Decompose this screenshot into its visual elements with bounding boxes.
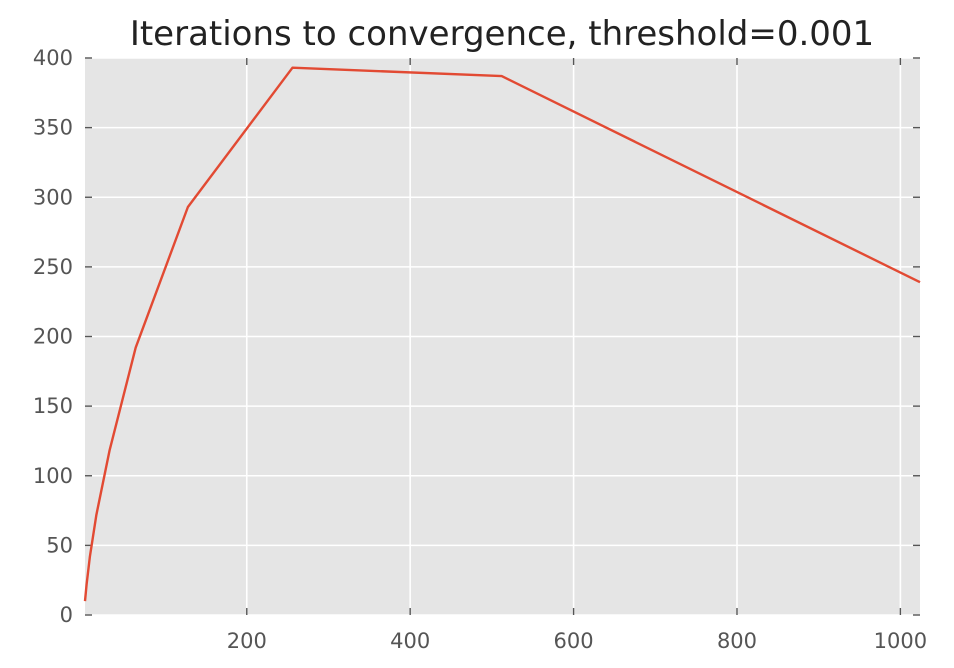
x-tick-label: 600 [554, 629, 594, 653]
y-tick-label: 250 [33, 255, 73, 279]
tick-labels: 200 400 600 800 1000 0 50 100 150 200 250 300 350 400 [33, 46, 927, 653]
x-tick-label: 400 [390, 629, 430, 653]
y-tick-label: 150 [33, 394, 73, 418]
chart-title: Iterations to convergence, threshold=0.0… [130, 14, 874, 54]
series-layer [83, 66, 921, 602]
y-tick-label: 300 [33, 185, 73, 209]
x-tick-label: 200 [227, 629, 267, 653]
series-line [83, 66, 921, 602]
y-tick-label: 350 [33, 116, 73, 140]
y-tick-label: 0 [60, 603, 73, 627]
x-tick-label: 1000 [874, 629, 927, 653]
y-tick-label: 400 [33, 46, 73, 70]
y-tick-label: 50 [46, 533, 73, 557]
y-tick-label: 200 [33, 325, 73, 349]
y-tick-label: 100 [33, 464, 73, 488]
axis-ticks [85, 57, 920, 616]
grid-lines [85, 57, 920, 616]
x-tick-label: 800 [717, 629, 757, 653]
